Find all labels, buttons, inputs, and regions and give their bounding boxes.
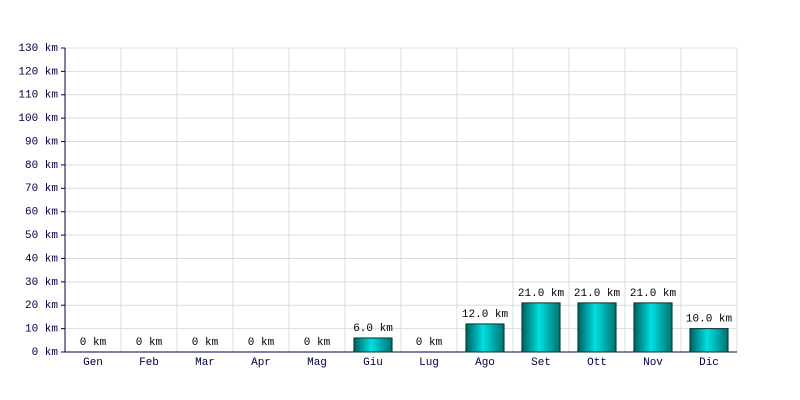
- bar: [577, 302, 617, 353]
- y-tick-label: 80 km: [25, 160, 58, 172]
- value-label: 0 km: [192, 337, 219, 349]
- y-tick-label: 40 km: [25, 253, 58, 265]
- value-label: 10.0 km: [686, 314, 733, 326]
- x-tick-label: Nov: [643, 357, 663, 369]
- y-tick-label: 100 km: [18, 113, 58, 125]
- value-label: 0 km: [248, 337, 275, 349]
- value-label: 0 km: [304, 337, 331, 349]
- bar: [521, 302, 561, 353]
- y-tick-label: 120 km: [18, 66, 58, 78]
- value-label: 21.0 km: [518, 288, 565, 300]
- x-tick-label: Set: [531, 357, 551, 369]
- x-tick-label: Apr: [251, 357, 271, 369]
- value-label: 0 km: [80, 337, 107, 349]
- y-tick-label: 70 km: [25, 183, 58, 195]
- x-tick-label: Mag: [307, 357, 327, 369]
- value-label: 21.0 km: [574, 288, 621, 300]
- x-tick-label: Feb: [139, 357, 159, 369]
- value-label: 6.0 km: [353, 323, 393, 335]
- y-tick-label: 50 km: [25, 230, 58, 242]
- y-tick-label: 110 km: [18, 90, 58, 102]
- y-tick-label: 130 km: [18, 43, 58, 55]
- y-tick-label: 20 km: [25, 300, 58, 312]
- x-tick-label: Gen: [83, 357, 103, 369]
- value-label: 21.0 km: [630, 288, 677, 300]
- bar: [465, 323, 505, 353]
- x-tick-label: Ott: [587, 357, 607, 369]
- y-tick-label: 0 km: [32, 347, 59, 359]
- value-label: 0 km: [416, 337, 443, 349]
- bar: [353, 337, 393, 353]
- x-tick-label: Ago: [475, 357, 495, 369]
- y-tick-label: 30 km: [25, 277, 58, 289]
- y-tick-label: 60 km: [25, 207, 58, 219]
- x-tick-label: Dic: [699, 357, 719, 369]
- bar: [633, 302, 673, 353]
- x-tick-label: Mar: [195, 357, 215, 369]
- x-tick-label: Lug: [419, 357, 439, 369]
- x-tick-label: Giu: [363, 357, 383, 369]
- value-label: 12.0 km: [462, 309, 509, 321]
- value-label: 0 km: [136, 337, 163, 349]
- bar: [689, 328, 729, 353]
- y-tick-label: 10 km: [25, 324, 58, 336]
- y-tick-label: 90 km: [25, 136, 58, 148]
